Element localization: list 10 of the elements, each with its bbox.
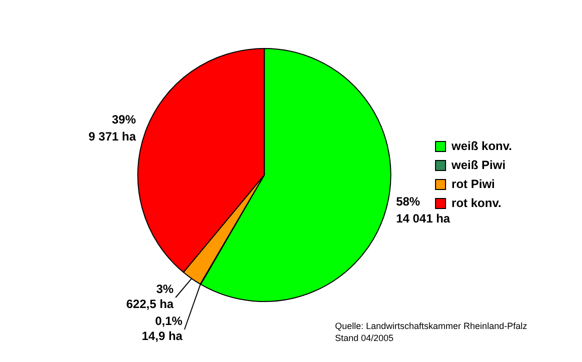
data-label: 0,1% 14,9 ha [142, 314, 183, 343]
legend-label: rot konv. [452, 196, 502, 210]
data-label: 58% 14 041 ha [396, 194, 450, 226]
legend-label: weiß konv. [450, 138, 512, 153]
data-label: 3% 622,5 ha [126, 282, 174, 311]
legend-label: weiß Piwi [450, 158, 506, 172]
source-note: Quelle: Landwirtschaftskammer Rheinland-Pfalz [335, 320, 528, 332]
legend-label: rot Piwi [452, 176, 495, 191]
data-label: 39% 9 371 ha [88, 112, 136, 144]
text: Stand 04/2005 [335, 332, 395, 344]
